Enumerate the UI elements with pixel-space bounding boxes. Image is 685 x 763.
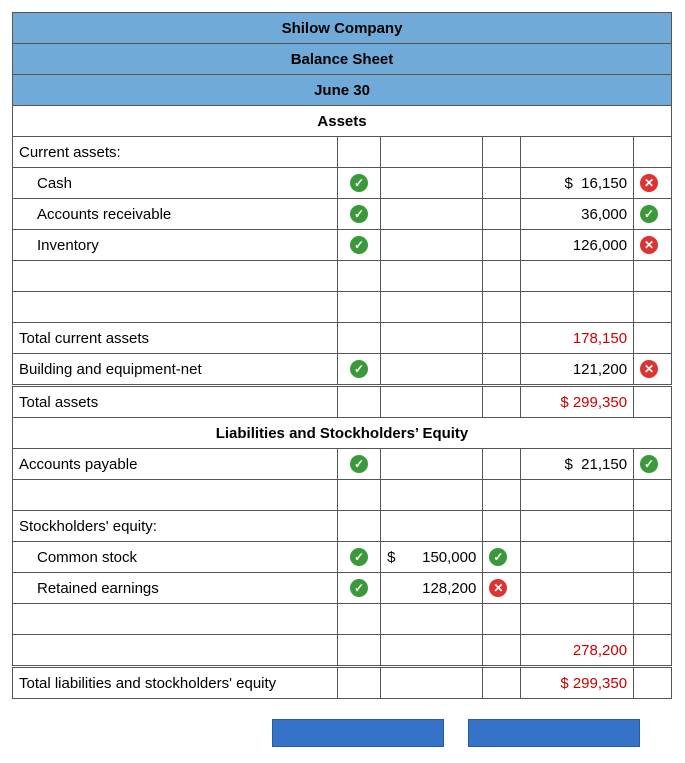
inv-value[interactable]: 126,000	[521, 230, 634, 261]
ta-value: $ 299,350	[521, 386, 634, 418]
button-2[interactable]	[468, 719, 640, 747]
x-icon: ✕	[489, 579, 507, 597]
se-total-value: 278,200	[521, 635, 634, 667]
cash-label: Cash	[13, 168, 338, 199]
ap-label: Accounts payable	[13, 449, 338, 480]
assets-title: Assets	[13, 106, 672, 137]
tlse-label: Total liabilities and stockholders' equi…	[13, 667, 338, 699]
tlse-value: $ 299,350	[521, 667, 634, 699]
liab-title: Liabilities and Stockholders’ Equity	[13, 418, 672, 449]
x-icon: ✕	[640, 236, 658, 254]
check-icon: ✓	[640, 205, 658, 223]
cs-value[interactable]: $150,000	[381, 542, 483, 573]
check-icon: ✓	[350, 205, 368, 223]
report-date: June 30	[13, 75, 672, 106]
ar-value[interactable]: 36,000	[521, 199, 634, 230]
balance-sheet-table: Shilow Company Balance Sheet June 30 Ass…	[12, 12, 672, 699]
check-icon: ✓	[350, 360, 368, 378]
report-title: Balance Sheet	[13, 44, 672, 75]
company-name: Shilow Company	[13, 13, 672, 44]
bldg-value[interactable]: 121,200	[521, 354, 634, 386]
tca-label: Total current assets	[13, 323, 338, 354]
x-icon: ✕	[640, 174, 658, 192]
inv-label: Inventory	[13, 230, 338, 261]
check-icon: ✓	[489, 548, 507, 566]
bldg-label: Building and equipment-net	[13, 354, 338, 386]
check-icon: ✓	[640, 455, 658, 473]
cs-label: Common stock	[13, 542, 338, 573]
cash-value[interactable]: $ 16,150	[521, 168, 634, 199]
check-icon: ✓	[350, 236, 368, 254]
button-1[interactable]	[272, 719, 444, 747]
check-icon: ✓	[350, 455, 368, 473]
current-assets-label: Current assets:	[13, 137, 338, 168]
x-icon: ✕	[640, 360, 658, 378]
button-row	[12, 719, 673, 751]
re-label: Retained earnings	[13, 573, 338, 604]
ap-value[interactable]: $ 21,150	[521, 449, 634, 480]
tca-value: 178,150	[521, 323, 634, 354]
check-icon: ✓	[350, 548, 368, 566]
se-label: Stockholders' equity:	[13, 511, 338, 542]
ta-label: Total assets	[13, 386, 338, 418]
re-value[interactable]: 128,200	[381, 573, 483, 604]
ar-label: Accounts receivable	[13, 199, 338, 230]
check-icon: ✓	[350, 579, 368, 597]
check-icon: ✓	[350, 174, 368, 192]
